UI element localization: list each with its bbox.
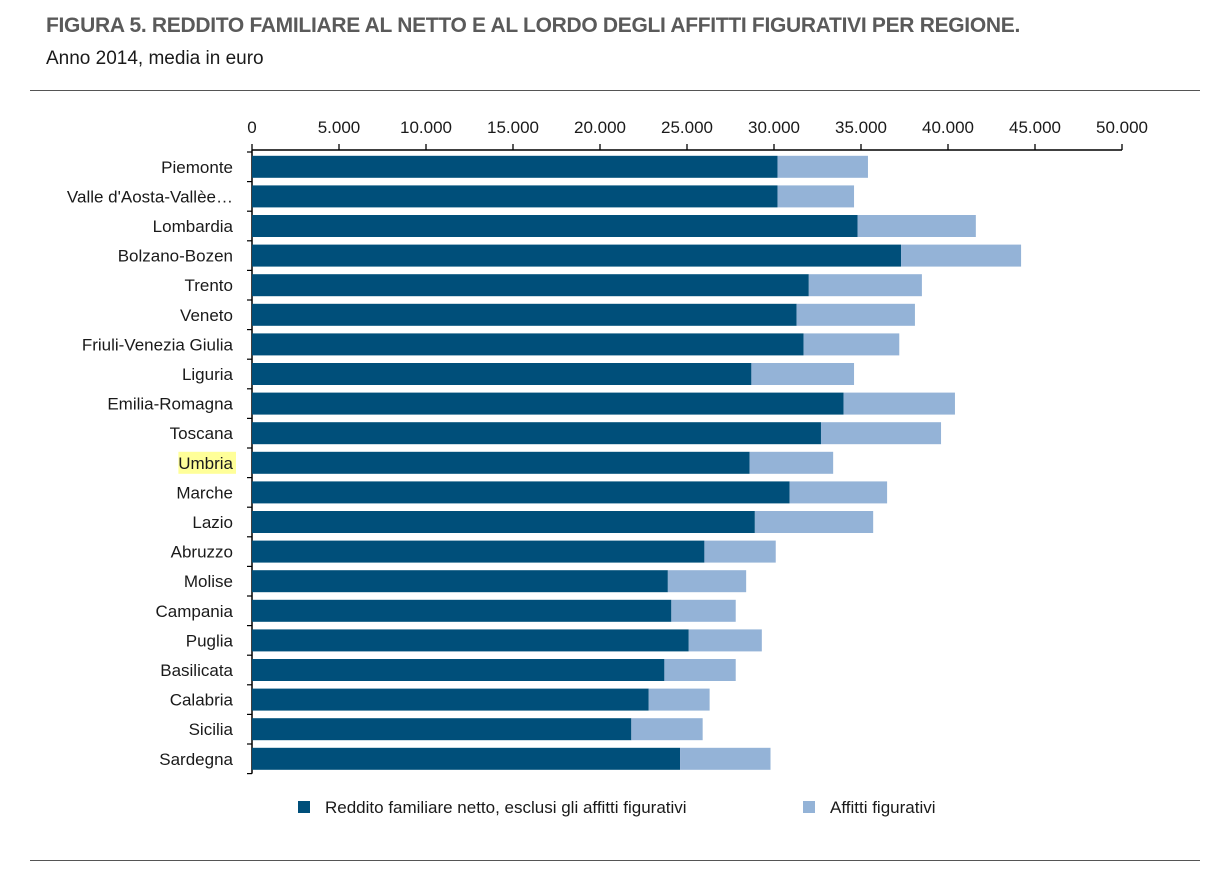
bar-affitti [843, 392, 955, 415]
x-tick-label: 0 [247, 118, 256, 137]
bar-affitti [664, 659, 736, 681]
bar-net [252, 718, 632, 741]
bar-affitti [751, 363, 855, 385]
bar-net [252, 481, 790, 504]
bar-affitti [777, 185, 855, 208]
bar-net [252, 303, 797, 326]
bar-net [252, 599, 672, 622]
x-tick-label: 5.000 [318, 118, 361, 137]
bar-net [252, 333, 804, 356]
top-divider [30, 90, 1200, 91]
x-tick-label: 45.000 [1009, 118, 1061, 137]
category-label: Umbria [178, 454, 233, 473]
bar-affitti [671, 599, 736, 622]
bar-affitti [688, 629, 762, 652]
bar-net [252, 747, 681, 770]
bar-net [252, 244, 902, 267]
x-tick-label: 15.000 [487, 118, 539, 137]
bar-affitti [789, 481, 888, 504]
bar-affitti [820, 422, 942, 445]
bar-net [252, 155, 778, 178]
bar-affitti [631, 718, 703, 741]
bar-affitti [777, 155, 868, 178]
bar-net [252, 392, 844, 415]
bar-net [252, 688, 649, 711]
bar-affitti [857, 215, 976, 237]
bar-affitti [803, 333, 900, 356]
legend-swatch-net [298, 801, 310, 813]
bar-net [252, 570, 668, 593]
category-label: Abruzzo [171, 543, 233, 562]
category-label: Campania [156, 602, 234, 621]
bar-affitti [754, 511, 874, 533]
bar-affitti [808, 274, 922, 297]
bar-affitti [704, 540, 776, 563]
bar-net [252, 540, 705, 563]
category-label: Sicilia [189, 720, 234, 739]
x-tick-label: 30.000 [748, 118, 800, 137]
x-tick-label: 40.000 [922, 118, 974, 137]
category-label: Basilicata [160, 661, 233, 680]
category-label: Puglia [186, 631, 234, 650]
bar-net [252, 451, 750, 474]
bottom-divider [30, 860, 1200, 861]
x-tick-label: 50.000 [1096, 118, 1148, 137]
category-label: Veneto [180, 306, 233, 325]
category-label: Liguria [182, 365, 234, 384]
category-label: Toscana [170, 424, 234, 443]
category-label: Marche [176, 483, 233, 502]
x-tick-label: 25.000 [661, 118, 713, 137]
category-label: Emilia-Romagna [107, 395, 233, 414]
x-tick-label: 20.000 [574, 118, 626, 137]
x-tick-label: 10.000 [400, 118, 452, 137]
legend-label-affitti: Affitti figurativi [830, 798, 936, 817]
category-label: Piemonte [161, 158, 233, 177]
category-label: Lazio [192, 513, 233, 532]
bar-net [252, 422, 821, 445]
bar-affitti [901, 244, 1022, 267]
category-label: Calabria [170, 691, 234, 710]
bar-net [252, 629, 689, 652]
bar-affitti [796, 303, 915, 326]
category-label: Friuli-Venezia Giulia [82, 335, 234, 354]
chart-subtitle: Anno 2014, media in euro [46, 48, 264, 69]
chart-title: FIGURA 5. REDDITO FAMILIARE AL NETTO E A… [46, 14, 1020, 37]
category-label: Valle d'Aosta-Vallèe… [67, 187, 233, 206]
bar-net [252, 363, 752, 385]
bar-affitti [749, 451, 834, 474]
category-label: Bolzano-Bozen [118, 247, 233, 266]
category-label: Molise [184, 572, 233, 591]
category-label: Sardegna [159, 750, 233, 769]
bar-net [252, 659, 665, 681]
category-label: Trento [184, 276, 233, 295]
bar-net [252, 274, 809, 297]
bar-net [252, 511, 755, 533]
category-highlight [178, 451, 236, 474]
bar-affitti [667, 570, 747, 593]
bar-net [252, 215, 858, 237]
category-label: Lombardia [153, 217, 234, 236]
x-tick-label: 35.000 [835, 118, 887, 137]
bar-affitti [680, 747, 771, 770]
legend-swatch-affitti [803, 801, 815, 813]
bar-affitti [648, 688, 710, 711]
legend-label-net: Reddito familiare netto, esclusi gli aff… [325, 798, 687, 817]
bar-net [252, 185, 778, 208]
